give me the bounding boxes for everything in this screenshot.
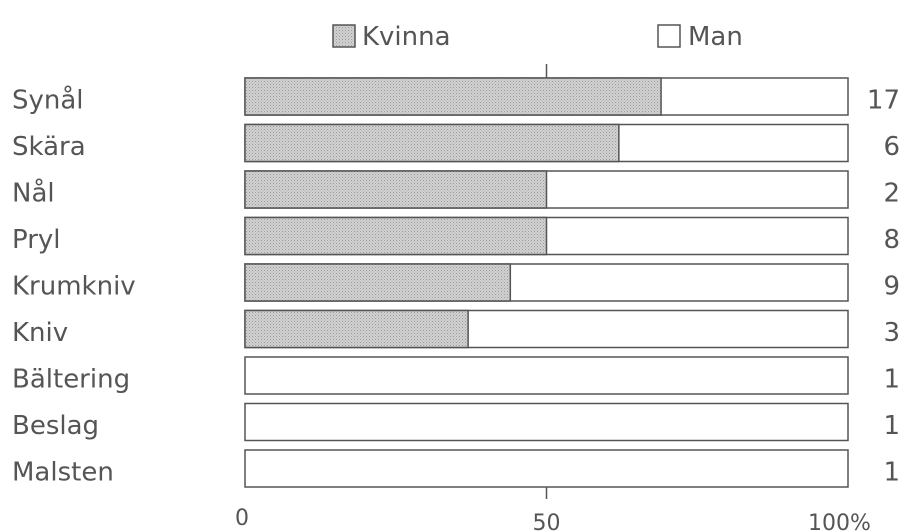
- bar-man: [244, 449, 849, 488]
- bar-kvinna: [244, 263, 512, 302]
- x-tick-label: 100%: [808, 511, 871, 532]
- count-label: 1: [883, 365, 900, 395]
- category-label: Malsten: [12, 458, 114, 488]
- legend-swatch-kvinna: [332, 24, 356, 48]
- count-label: 1: [883, 411, 900, 441]
- count-label: 9: [883, 272, 900, 302]
- legend: Kvinna Man: [332, 22, 743, 52]
- bar-kvinna: [244, 309, 469, 349]
- count-label: 2: [883, 179, 900, 209]
- count-label: 6: [883, 132, 900, 162]
- bar-man: [244, 402, 849, 442]
- category-label: Krumkniv: [12, 272, 136, 302]
- count-label: 3: [883, 318, 900, 348]
- bar-row: Pryl 8: [12, 216, 900, 256]
- bar-rows: Synål 17 Skära 6 Nål 2 Pryl 8 Krumkniv 9 Kniv 3 Bält…: [12, 77, 900, 488]
- category-label: Bältering: [12, 365, 130, 395]
- bar-kvinna: [244, 216, 548, 256]
- category-label: Skära: [12, 132, 86, 162]
- count-label: 8: [883, 225, 900, 255]
- x-tick-label: 50: [533, 511, 561, 532]
- bar-row: Kniv 3: [12, 309, 900, 349]
- bar-man: [244, 356, 849, 395]
- bar-row: Beslag 1: [12, 402, 900, 442]
- count-label: 17: [867, 86, 900, 116]
- bar-row: Bältering 1: [12, 356, 900, 395]
- bar-row: Malsten 1: [12, 449, 900, 488]
- bar-row: Nål 2: [12, 170, 900, 209]
- x-axis-ticks: 0 50 100%: [235, 64, 871, 532]
- bar-kvinna: [244, 77, 662, 116]
- bar-row: Skära 6: [12, 123, 900, 163]
- bar-kvinna: [244, 170, 548, 209]
- bar-kvinna: [244, 123, 620, 163]
- count-label: 1: [883, 458, 900, 488]
- bar-row: Synål 17: [12, 77, 900, 116]
- legend-swatch-man: [657, 24, 681, 48]
- category-label: Kniv: [12, 318, 68, 348]
- category-label: Beslag: [12, 411, 99, 441]
- legend-label-man: Man: [688, 22, 743, 52]
- legend-label-kvinna: Kvinna: [362, 22, 451, 52]
- bar-row: Krumkniv 9: [12, 263, 900, 302]
- category-label: Nål: [12, 178, 55, 209]
- category-label: Pryl: [12, 225, 61, 255]
- x-tick-label: 0: [235, 506, 249, 531]
- category-label: Synål: [12, 85, 84, 116]
